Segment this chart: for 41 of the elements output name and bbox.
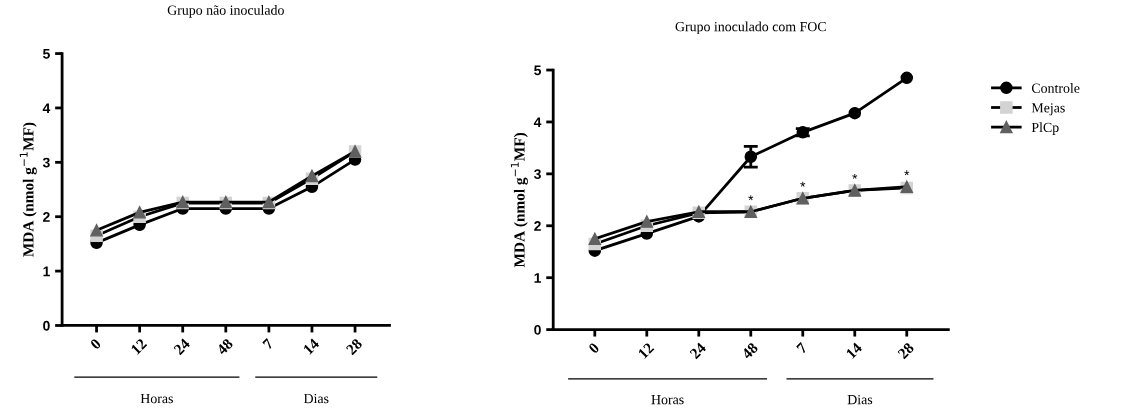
x-tick-label: 7 — [262, 337, 274, 350]
x-tick-label: 24 — [689, 341, 707, 360]
x-tick-label: 48 — [740, 342, 759, 360]
x-tick-label: 24 — [173, 337, 191, 356]
text: Horas — [140, 394, 173, 404]
y-tick-label: 5 — [42, 49, 50, 59]
x-tick-label: 14 — [302, 337, 320, 355]
x-tick-label: 12 — [130, 338, 148, 355]
y-tick-label: 3 — [534, 169, 541, 180]
annotation: * — [904, 170, 910, 176]
y-tick-label: 0 — [534, 324, 541, 335]
x-tick-label: 12 — [637, 342, 655, 359]
legend-label: Controle — [1031, 83, 1080, 93]
x-tick-label: 28 — [897, 342, 915, 360]
annotation: * — [852, 173, 858, 179]
legend-label: Mejas — [1031, 103, 1065, 116]
y-tick-label: 5 — [534, 65, 542, 76]
y-tick-label: 0 — [43, 320, 50, 331]
y-tick-label: 3 — [42, 157, 50, 168]
x-tick-label: 0 — [89, 338, 102, 350]
chart-title: Grupo não inoculado — [167, 5, 284, 18]
text: Horas — [651, 395, 684, 405]
x-tick-label: 0 — [587, 342, 600, 354]
chart-title: Grupo inoculado com FOC — [675, 21, 826, 35]
y-tick-label: 1 — [43, 266, 50, 277]
y-axis-title: MDA (nmol g$^{−1}$MF) — [510, 132, 528, 268]
y-tick-label: 1 — [534, 273, 542, 283]
y-axis-title: MDA (nmol g$^{−1}$MF) — [19, 122, 37, 257]
y-tick-label: 4 — [533, 117, 542, 127]
x-tick-label: 14 — [845, 341, 863, 359]
y-tick-label: 2 — [43, 212, 50, 222]
y-tick-label: 2 — [534, 221, 541, 231]
legend-label: PlCp — [1031, 122, 1059, 135]
x-tick-label: 7 — [796, 342, 808, 354]
annotation: * — [748, 195, 754, 201]
text: Dias — [847, 394, 873, 405]
text: Dias — [303, 393, 329, 404]
annotation: * — [800, 181, 806, 187]
y-tick-label: 4 — [42, 103, 51, 113]
x-tick-label: 28 — [345, 337, 363, 356]
x-tick-label: 48 — [215, 337, 234, 356]
